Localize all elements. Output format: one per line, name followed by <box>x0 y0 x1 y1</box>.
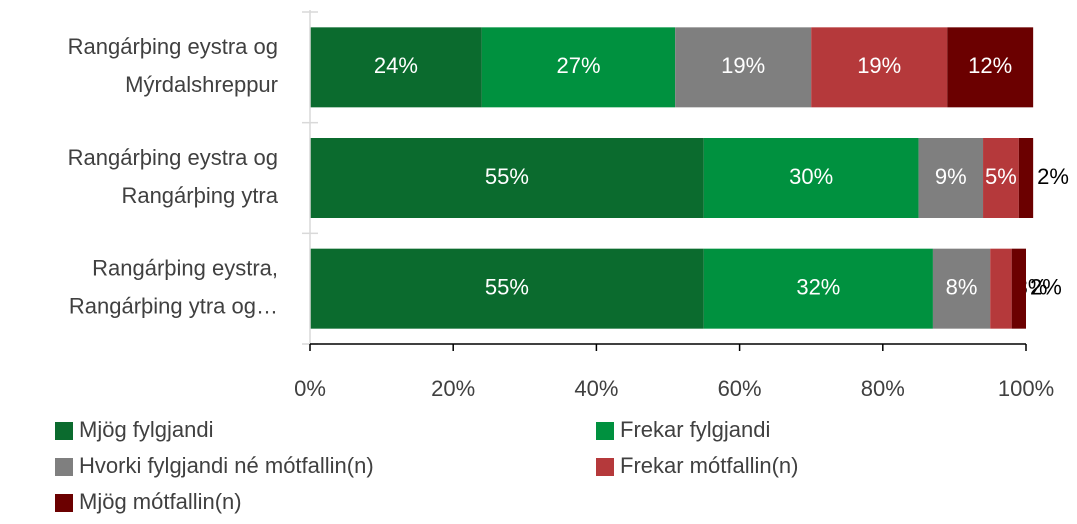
x-tick-label: 40% <box>574 376 618 401</box>
x-tick-label: 60% <box>718 376 762 401</box>
data-label: 24% <box>374 53 418 78</box>
data-label: 30% <box>789 164 833 189</box>
data-label: 19% <box>721 53 765 78</box>
x-tick-label: 0% <box>294 376 326 401</box>
category-label: Rangárþing ytra og… <box>69 293 278 318</box>
legend-label: Mjög mótfallin(n) <box>79 489 242 514</box>
bar-segment <box>1011 248 1026 329</box>
legend-swatch <box>596 422 614 440</box>
bar-segment <box>811 27 948 108</box>
legend-swatch <box>55 494 73 512</box>
bar-segment <box>918 138 984 218</box>
category-label: Rangárþing eystra, <box>92 255 278 280</box>
bar-segment <box>983 138 1019 218</box>
bar-segment <box>1018 138 1034 218</box>
legend-label: Mjög fylgjandi <box>79 417 214 442</box>
x-tick-label: 100% <box>998 376 1054 401</box>
legend-label: Frekar mótfallin(n) <box>620 453 798 478</box>
x-tick-label: 80% <box>861 376 905 401</box>
bar-segment <box>947 27 1034 108</box>
bar-segment <box>932 248 991 329</box>
category-label: Rangárþing eystra og <box>68 34 278 59</box>
data-label: 12% <box>968 53 1012 78</box>
data-label: 27% <box>556 53 600 78</box>
data-label: 9% <box>935 164 967 189</box>
legend-swatch <box>596 458 614 476</box>
bar-segment <box>703 138 919 218</box>
bar-segment <box>990 248 1012 329</box>
legend-swatch <box>55 458 73 476</box>
bar-segment <box>481 27 676 108</box>
legend-label: Hvorki fylgjandi né mótfallin(n) <box>79 453 374 478</box>
x-tick-label: 20% <box>431 376 475 401</box>
category-label: Rangárþing eystra og <box>68 145 278 170</box>
bar-segment <box>675 27 812 108</box>
data-label: 2% <box>1030 274 1062 299</box>
data-label: 8% <box>946 274 978 299</box>
legend-label: Frekar fylgjandi <box>620 417 770 442</box>
data-label: 55% <box>485 164 529 189</box>
data-label: 19% <box>857 53 901 78</box>
category-label: Mýrdalshreppur <box>125 72 278 97</box>
bar-segment <box>310 248 704 329</box>
category-label: Rangárþing ytra <box>121 183 278 208</box>
data-label: 32% <box>796 274 840 299</box>
bar-segment <box>703 248 933 329</box>
data-label: 2% <box>1037 164 1069 189</box>
legend-swatch <box>55 422 73 440</box>
data-label: 5% <box>985 164 1017 189</box>
bar-segment <box>310 138 704 218</box>
bar-segment <box>310 27 482 108</box>
data-label: 55% <box>485 274 529 299</box>
